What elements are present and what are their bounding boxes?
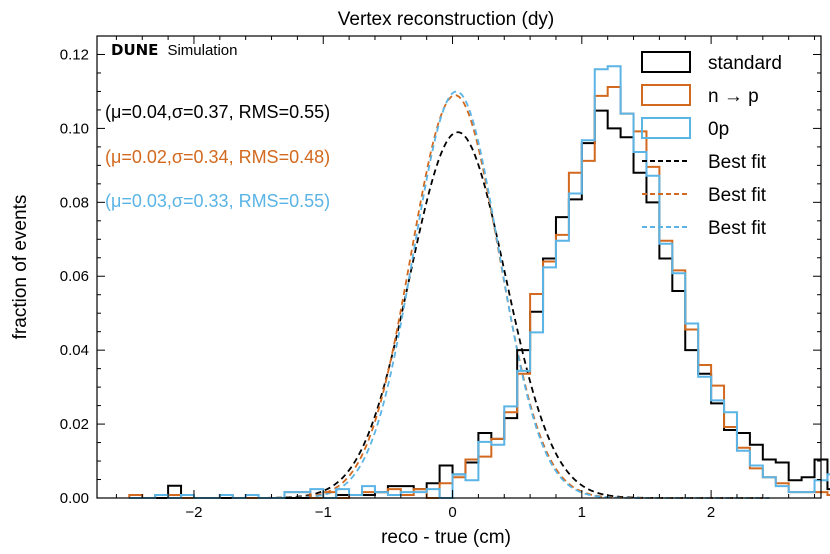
y-tick-label: 0.06 <box>60 268 89 285</box>
fit-curve-standard <box>135 131 770 499</box>
legend-label-fit-0p: Best fit <box>708 218 767 239</box>
legend-label-fit-n-to-p: Best fit <box>708 185 767 206</box>
y-axis-label: fraction of events <box>10 195 31 340</box>
y-tick-label: 0.04 <box>60 342 89 359</box>
legend-swatch-standard <box>641 51 691 73</box>
legend-label-0p: 0p <box>708 119 729 140</box>
x-axis-label: reco - true (cm) <box>381 527 511 548</box>
chart-title: Vertex reconstruction (dy) <box>338 9 554 30</box>
plot-frame <box>96 35 822 499</box>
legend: standard n → p 0p Best fit Best fit Best… <box>641 51 782 239</box>
y-tick-label: 0.08 <box>60 194 89 211</box>
x-tick-label: 0 <box>448 504 456 521</box>
legend-label-n-to-p: n → p <box>708 86 759 107</box>
histogram-0p <box>129 65 830 499</box>
legend-swatch-0p <box>641 117 691 139</box>
x-tick-label: −1 <box>315 504 332 521</box>
x-tick-label: 2 <box>707 504 715 521</box>
x-tick-label: 1 <box>578 504 586 521</box>
y-tick-label: 0.00 <box>60 490 89 507</box>
brand-suffix: Simulation <box>167 42 237 59</box>
annotation-standard: (μ=0.04,σ=0.37, RMS=0.55) <box>105 102 330 122</box>
y-tick-label: 0.10 <box>60 120 89 137</box>
legend-label-fit-standard: Best fit <box>708 152 767 173</box>
y-tick-label: 0.12 <box>60 46 89 63</box>
legend-label-standard: standard <box>708 53 782 74</box>
annotation-0p: (μ=0.03,σ=0.33, RMS=0.55) <box>105 191 330 211</box>
x-tick-label: −2 <box>185 504 202 521</box>
annotation-n-to-p: (μ=0.02,σ=0.34, RMS=0.48) <box>105 147 330 167</box>
brand-label: DUNE Simulation <box>111 41 237 59</box>
y-tick-label: 0.02 <box>60 416 89 433</box>
brand-name: DUNE <box>111 41 158 59</box>
legend-swatch-n-to-p <box>641 84 691 106</box>
